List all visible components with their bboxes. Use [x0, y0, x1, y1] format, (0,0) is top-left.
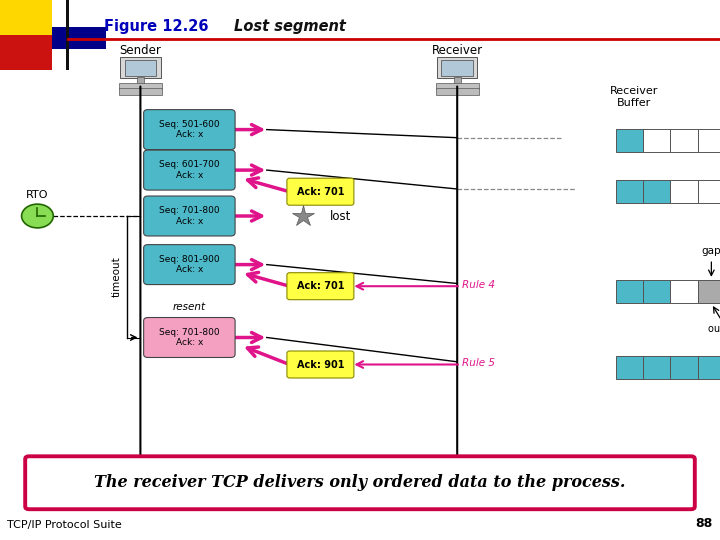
- FancyBboxPatch shape: [144, 110, 235, 150]
- Text: Time: Time: [126, 491, 155, 504]
- Text: Seq: 501-600
Ack: x: Seq: 501-600 Ack: x: [159, 120, 220, 139]
- Bar: [698, 280, 720, 303]
- FancyBboxPatch shape: [25, 456, 695, 509]
- Bar: [670, 129, 698, 152]
- Text: Sender: Sender: [120, 44, 161, 57]
- Bar: [670, 280, 698, 303]
- Text: Receiver
Buffer: Receiver Buffer: [609, 86, 658, 108]
- Text: Rule 4: Rule 4: [462, 280, 495, 289]
- Text: 88: 88: [696, 517, 713, 530]
- Text: Seq: 601-700
Ack: x: Seq: 601-700 Ack: x: [159, 160, 220, 180]
- Bar: [643, 180, 670, 203]
- Bar: [125, 60, 156, 76]
- Text: Figure 12.26: Figure 12.26: [104, 19, 209, 34]
- FancyBboxPatch shape: [144, 245, 235, 285]
- Text: Seq: 701-800
Ack: x: Seq: 701-800 Ack: x: [159, 328, 220, 347]
- Text: out of order: out of order: [708, 324, 720, 334]
- Bar: [698, 129, 720, 152]
- Bar: [119, 88, 162, 94]
- Text: Lost segment: Lost segment: [234, 19, 346, 34]
- Bar: [616, 180, 643, 203]
- Text: Receiver: Receiver: [431, 44, 483, 57]
- FancyBboxPatch shape: [287, 351, 354, 378]
- Bar: [616, 129, 643, 152]
- Bar: [698, 356, 720, 379]
- FancyBboxPatch shape: [287, 273, 354, 300]
- Bar: [436, 83, 479, 89]
- Text: RTO: RTO: [26, 190, 49, 200]
- Bar: [616, 356, 643, 379]
- Text: Seq: 801-900
Ack: x: Seq: 801-900 Ack: x: [159, 255, 220, 274]
- Text: Rule 5: Rule 5: [462, 358, 495, 368]
- Text: lost: lost: [330, 210, 351, 222]
- Bar: [0, 35, 52, 70]
- Bar: [616, 280, 643, 303]
- Text: Ack: 901: Ack: 901: [297, 360, 344, 369]
- Bar: [441, 60, 473, 76]
- Text: Seq: 701-800
Ack: x: Seq: 701-800 Ack: x: [159, 206, 220, 226]
- Bar: [119, 83, 162, 89]
- Bar: [670, 356, 698, 379]
- Bar: [643, 129, 670, 152]
- FancyBboxPatch shape: [144, 318, 235, 357]
- Bar: [66, 0, 69, 70]
- Bar: [670, 180, 698, 203]
- Text: TCP/IP Protocol Suite: TCP/IP Protocol Suite: [7, 520, 122, 530]
- FancyBboxPatch shape: [287, 178, 354, 205]
- Text: resent: resent: [173, 301, 206, 312]
- Bar: [698, 180, 720, 203]
- Bar: [643, 280, 670, 303]
- FancyBboxPatch shape: [144, 150, 235, 190]
- Bar: [137, 77, 144, 84]
- Bar: [454, 77, 461, 84]
- Text: The receiver TCP delivers only ordered data to the process.: The receiver TCP delivers only ordered d…: [94, 474, 626, 491]
- Text: timeout: timeout: [112, 256, 122, 297]
- FancyBboxPatch shape: [144, 196, 235, 236]
- Bar: [436, 88, 479, 94]
- Bar: [120, 57, 161, 78]
- Bar: [0, 0, 52, 35]
- Circle shape: [22, 204, 53, 228]
- Text: Ack: 701: Ack: 701: [297, 187, 344, 197]
- Text: Time: Time: [443, 491, 472, 504]
- Bar: [437, 57, 477, 78]
- Text: gap: gap: [701, 246, 720, 256]
- Bar: [52, 27, 106, 49]
- Bar: [643, 356, 670, 379]
- Text: Ack: 701: Ack: 701: [297, 281, 344, 291]
